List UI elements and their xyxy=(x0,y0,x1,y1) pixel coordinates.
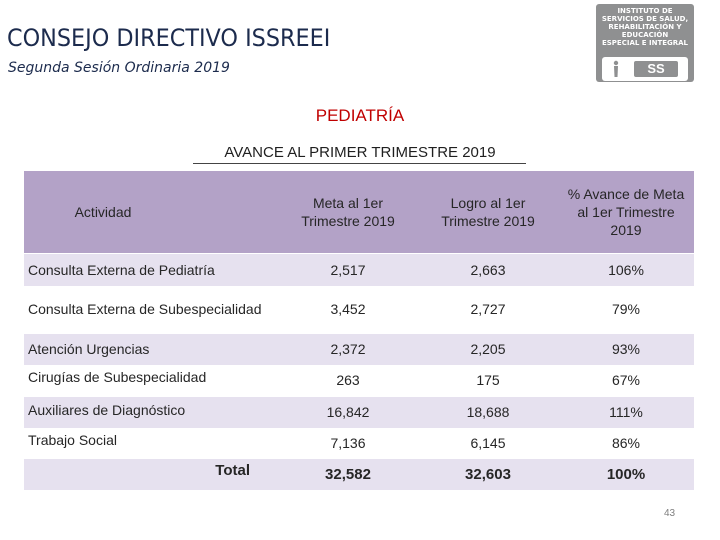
cell-logro: 2,663 xyxy=(418,252,558,286)
cell-actividad: Atención Urgencias xyxy=(24,332,278,365)
table-row: Consulta Externa de Pediatría 2,517 2,66… xyxy=(24,252,694,286)
total-avance: 100% xyxy=(558,457,694,490)
cell-avance: 111% xyxy=(558,395,694,428)
cell-avance: 86% xyxy=(558,428,694,458)
cell-avance: 93% xyxy=(558,332,694,365)
cell-meta: 2,517 xyxy=(278,252,418,286)
table-row: Auxiliares de Diagnóstico 16,842 18,688 … xyxy=(24,395,694,428)
cell-meta: 263 xyxy=(278,365,418,396)
logo-text: INSTITUTO DE SERVICIOS DE SALUD, REHABIL… xyxy=(601,7,689,47)
cell-meta: 2,372 xyxy=(278,332,418,365)
table-title-underline xyxy=(193,163,526,164)
cell-actividad: Consulta Externa de Subespecialidad xyxy=(24,286,278,333)
cell-logro: 2,727 xyxy=(418,286,558,333)
header-avance: % Avance de Meta al 1er Trimestre 2019 xyxy=(558,171,694,253)
header-logro: Logro al 1er Trimestre 2019 xyxy=(418,171,558,253)
page-number: 43 xyxy=(664,508,676,519)
cell-actividad: Cirugías de Subespecialidad xyxy=(24,365,278,396)
cell-avance: 67% xyxy=(558,365,694,396)
cell-avance: 106% xyxy=(558,252,694,286)
cell-meta: 16,842 xyxy=(278,395,418,428)
cell-avance: 79% xyxy=(558,286,694,333)
total-logro: 32,603 xyxy=(418,457,558,490)
table-row: Trabajo Social 7,136 6,145 86% xyxy=(24,428,694,458)
table-row: Consulta Externa de Subespecialidad 3,45… xyxy=(24,286,694,333)
total-label: Total xyxy=(24,457,278,490)
header-meta: Meta al 1er Trimestre 2019 xyxy=(278,171,418,253)
table-title: AVANCE AL PRIMER TRIMESTRE 2019 xyxy=(224,144,496,161)
cell-logro: 18,688 xyxy=(418,395,558,428)
figure-icon xyxy=(613,60,619,77)
table-row: Atención Urgencias 2,372 2,205 93% xyxy=(24,332,694,365)
total-row: Total 32,582 32,603 100% xyxy=(24,457,694,490)
table-header-row: Actividad Meta al 1er Trimestre 2019 Log… xyxy=(24,171,694,253)
cell-actividad: Consulta Externa de Pediatría xyxy=(24,252,278,286)
presentation-title: CONSEJO DIRECTIVO ISSREEI xyxy=(7,24,331,52)
institution-logo: INSTITUTO DE SERVICIOS DE SALUD, REHABIL… xyxy=(596,4,694,82)
header-actividad: Actividad xyxy=(24,171,278,253)
section-title: PEDIATRÍA xyxy=(315,106,405,125)
progress-table: Actividad Meta al 1er Trimestre 2019 Log… xyxy=(24,171,694,490)
session-subtitle: Segunda Sesión Ordinaria 2019 xyxy=(8,60,230,76)
cell-logro: 6,145 xyxy=(418,428,558,458)
cell-logro: 175 xyxy=(418,365,558,396)
total-meta: 32,582 xyxy=(278,457,418,490)
logo-badge: SS xyxy=(602,57,688,81)
cell-logro: 2,205 xyxy=(418,332,558,365)
table-row: Cirugías de Subespecialidad 263 175 67% xyxy=(24,365,694,396)
cell-meta: 3,452 xyxy=(278,286,418,333)
cell-actividad: Trabajo Social xyxy=(24,428,278,458)
cell-meta: 7,136 xyxy=(278,428,418,458)
logo-ss: SS xyxy=(634,61,678,77)
cell-actividad: Auxiliares de Diagnóstico xyxy=(24,395,278,428)
